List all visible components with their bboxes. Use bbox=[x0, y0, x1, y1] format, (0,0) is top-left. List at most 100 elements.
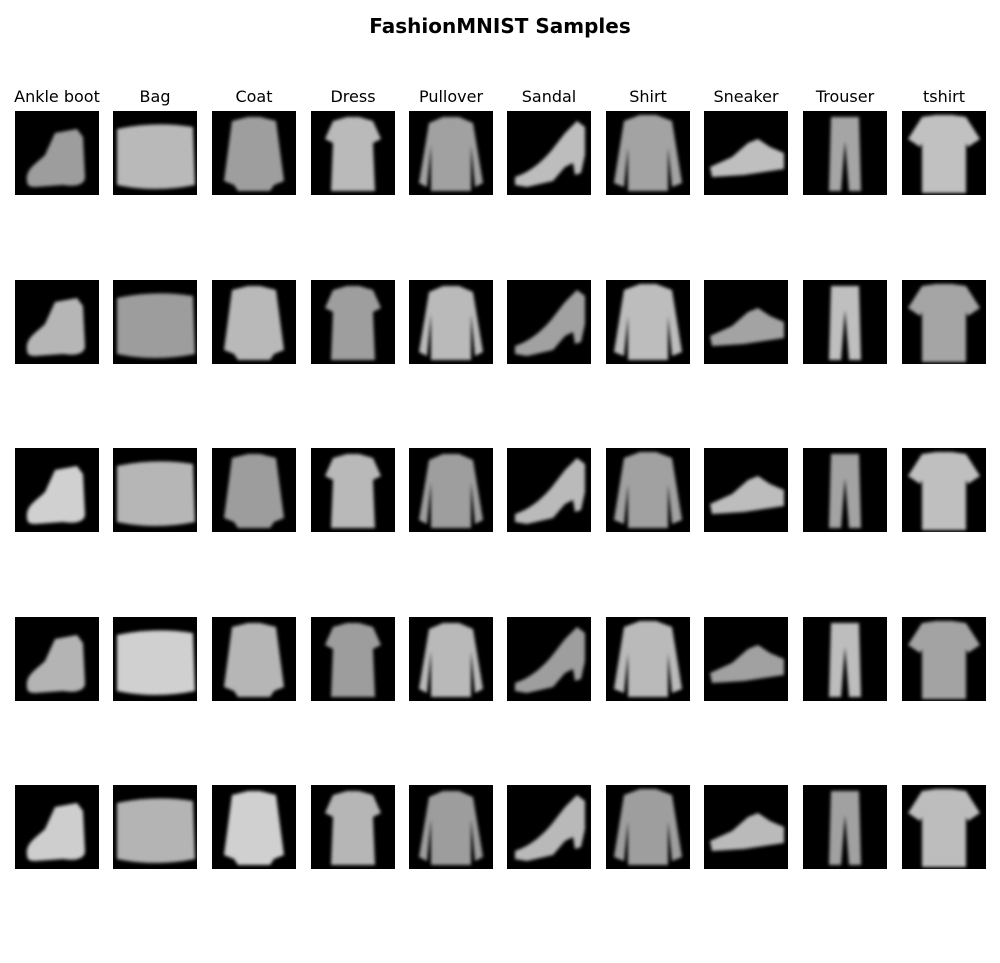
sample-image-shirt bbox=[606, 448, 690, 532]
sample-image-dress bbox=[311, 617, 395, 701]
sample-image-bag bbox=[113, 111, 197, 195]
sample-image-sandal bbox=[507, 617, 591, 701]
bag-icon bbox=[117, 630, 195, 695]
trouser-icon bbox=[829, 117, 861, 191]
shirt-icon bbox=[614, 621, 682, 697]
sandal-icon bbox=[515, 458, 585, 524]
trouser-icon bbox=[829, 623, 861, 697]
sample-image-sneaker bbox=[704, 111, 788, 195]
tshirt-icon bbox=[908, 284, 980, 362]
dress-icon bbox=[325, 117, 381, 191]
shirt-icon bbox=[614, 115, 682, 191]
coat-icon bbox=[224, 454, 284, 528]
bag-icon bbox=[117, 293, 195, 358]
sample-image-ankle-boot bbox=[15, 280, 99, 364]
bag-icon bbox=[117, 798, 195, 863]
figure-title: FashionMNIST Samples bbox=[369, 14, 631, 38]
sample-image-tshirt bbox=[902, 448, 986, 532]
sample-image-ankle-boot bbox=[15, 617, 99, 701]
coat-icon bbox=[224, 791, 284, 865]
sandal-icon bbox=[515, 795, 585, 861]
sample-image-bag bbox=[113, 785, 197, 869]
sample-image-sandal bbox=[507, 785, 591, 869]
sample-image-ankle-boot bbox=[15, 448, 99, 532]
sneaker-icon bbox=[710, 308, 784, 346]
pullover-icon bbox=[419, 791, 483, 865]
sneaker-icon bbox=[710, 476, 784, 514]
pullover-icon bbox=[419, 286, 483, 360]
sample-image-shirt bbox=[606, 111, 690, 195]
sample-image-pullover bbox=[409, 280, 493, 364]
shirt-icon bbox=[614, 452, 682, 528]
sample-image-pullover bbox=[409, 785, 493, 869]
sample-image-bag bbox=[113, 280, 197, 364]
column-label-sandal: Sandal bbox=[521, 87, 577, 106]
sample-image-trouser bbox=[803, 111, 887, 195]
column-label-pullover: Pullover bbox=[418, 87, 484, 106]
sample-image-sneaker bbox=[704, 280, 788, 364]
column-label-trouser: Trouser bbox=[815, 87, 875, 106]
sneaker-icon bbox=[710, 813, 784, 851]
tshirt-icon bbox=[908, 789, 980, 867]
tshirt-icon bbox=[908, 452, 980, 530]
column-label-sneaker: Sneaker bbox=[713, 87, 779, 106]
column-label-tshirt: tshirt bbox=[922, 87, 966, 106]
bag-icon bbox=[117, 124, 195, 189]
sample-image-tshirt bbox=[902, 785, 986, 869]
dress-icon bbox=[325, 454, 381, 528]
sample-image-sandal bbox=[507, 280, 591, 364]
sample-image-sneaker bbox=[704, 617, 788, 701]
sample-image-dress bbox=[311, 448, 395, 532]
sample-image-pullover bbox=[409, 111, 493, 195]
sample-image-ankle-boot bbox=[15, 111, 99, 195]
pullover-icon bbox=[419, 454, 483, 528]
sample-image-coat bbox=[212, 785, 296, 869]
tshirt-icon bbox=[908, 621, 980, 699]
pullover-icon bbox=[419, 117, 483, 191]
ankle-boot-icon bbox=[26, 298, 85, 356]
sample-image-sneaker bbox=[704, 448, 788, 532]
sample-image-shirt bbox=[606, 617, 690, 701]
trouser-icon bbox=[829, 454, 861, 528]
ankle-boot-icon bbox=[26, 129, 85, 187]
sample-image-trouser bbox=[803, 785, 887, 869]
sandal-icon bbox=[515, 627, 585, 693]
column-label-bag: Bag bbox=[139, 87, 171, 106]
sample-image-shirt bbox=[606, 785, 690, 869]
sample-image-trouser bbox=[803, 617, 887, 701]
ankle-boot-icon bbox=[26, 803, 85, 861]
sample-image-trouser bbox=[803, 280, 887, 364]
ankle-boot-icon bbox=[26, 466, 85, 524]
sample-image-bag bbox=[113, 617, 197, 701]
column-label-ankle-boot: Ankle boot bbox=[14, 87, 100, 106]
ankle-boot-icon bbox=[26, 635, 85, 693]
sample-image-tshirt bbox=[902, 617, 986, 701]
column-label-coat: Coat bbox=[235, 87, 273, 106]
sample-image-trouser bbox=[803, 448, 887, 532]
sample-image-sandal bbox=[507, 111, 591, 195]
sandal-icon bbox=[515, 121, 585, 187]
dress-icon bbox=[325, 791, 381, 865]
sample-image-bag bbox=[113, 448, 197, 532]
sample-image-ankle-boot bbox=[15, 785, 99, 869]
sneaker-icon bbox=[710, 645, 784, 683]
sample-image-pullover bbox=[409, 448, 493, 532]
coat-icon bbox=[224, 286, 284, 360]
sample-image-coat bbox=[212, 448, 296, 532]
dress-icon bbox=[325, 623, 381, 697]
coat-icon bbox=[224, 117, 284, 191]
sample-image-dress bbox=[311, 785, 395, 869]
sandal-icon bbox=[515, 290, 585, 356]
sample-image-coat bbox=[212, 280, 296, 364]
dress-icon bbox=[325, 286, 381, 360]
shirt-icon bbox=[614, 284, 682, 360]
coat-icon bbox=[224, 623, 284, 697]
sample-image-shirt bbox=[606, 280, 690, 364]
shirt-icon bbox=[614, 789, 682, 865]
sample-image-coat bbox=[212, 617, 296, 701]
sample-image-dress bbox=[311, 280, 395, 364]
sample-image-coat bbox=[212, 111, 296, 195]
sample-image-pullover bbox=[409, 617, 493, 701]
sample-image-sneaker bbox=[704, 785, 788, 869]
sample-image-tshirt bbox=[902, 111, 986, 195]
